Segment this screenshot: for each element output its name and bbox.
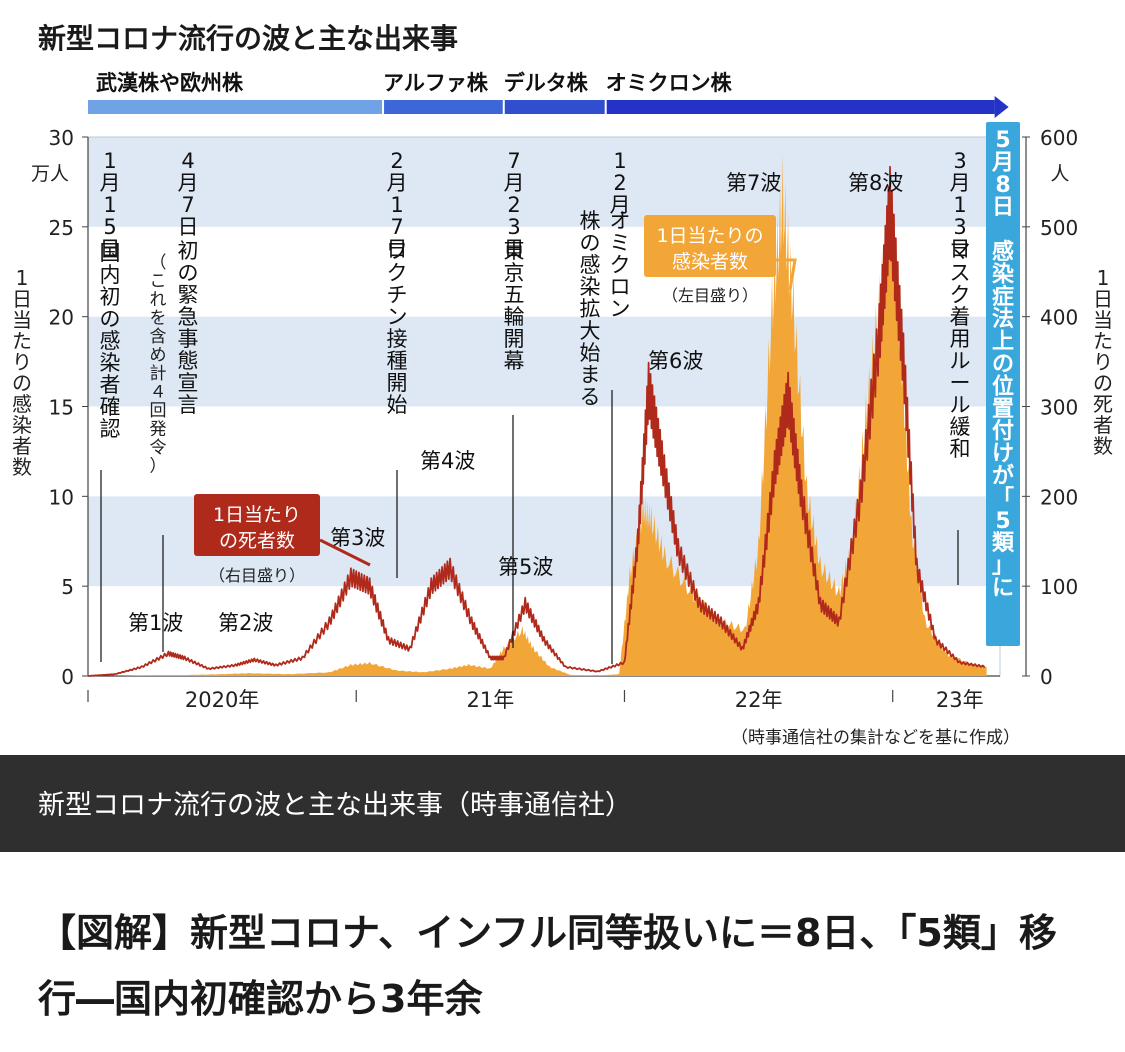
x-tick-label: 2020年 <box>185 688 259 712</box>
image-caption: 新型コロナ流行の波と主な出来事（時事通信社） <box>38 790 632 821</box>
variant-label-0: 武漢株や欧州株 <box>96 71 244 95</box>
article-headline[interactable]: 【図解】新型コロナ、インフル同等扱いに＝8日、「5類」移行―国内初確認から3年余 <box>38 911 1057 1021</box>
variant-bar-arrowhead <box>994 96 1009 118</box>
y-left-unit: 万人 <box>31 163 69 185</box>
caption-bar: 新型コロナ流行の波と主な出来事（時事通信社） <box>0 755 1125 852</box>
event-text-5b: 株の感染拡大始まる <box>580 209 601 409</box>
variant-bar-segment-3 <box>605 100 995 114</box>
source-note: （時事通信社の集計などを基に作成） <box>731 728 1020 748</box>
x-tick-label: 21年 <box>466 688 514 712</box>
variant-bar-segment-1 <box>383 100 504 114</box>
event-box-7 <box>986 122 1020 646</box>
y-left-tick-label: 15 <box>49 396 74 420</box>
event-text-2: 初の緊急事態宣言 <box>178 239 199 417</box>
variant-label-2: デルタ株 <box>504 71 589 95</box>
legend-infections-pointer <box>776 258 797 291</box>
x-tick-label: 23年 <box>936 688 984 712</box>
event-text-3: ワクチン接種開始 <box>387 239 408 417</box>
event-text-4: 東京五輪開幕 <box>504 239 525 373</box>
y-left-axis-label: 1 日当たりの感染者数 <box>12 266 32 479</box>
deaths-line <box>87 165 986 677</box>
event-subtext-2: （これを含め計４回発令） <box>150 253 167 477</box>
wave-label-3: 第3波 <box>330 526 385 550</box>
variant-bar-segment-2 <box>503 100 606 114</box>
y-left-tick-label: 10 <box>49 485 74 509</box>
y-right-tick-label: 500 <box>1040 216 1078 240</box>
wave-label-1: 第1波 <box>128 611 183 635</box>
y-right-tick-label: 400 <box>1040 306 1078 330</box>
event-text-5a: オミクロン <box>610 209 631 321</box>
y-right-unit: 人 <box>1050 163 1069 185</box>
y-right-tick-label: 300 <box>1040 396 1078 420</box>
y-left-tick-label: 30 <box>49 126 74 150</box>
chart-title: 新型コロナ流行の波と主な出来事 <box>38 22 458 55</box>
legend-deaths-note: （右目盛り） <box>209 566 305 585</box>
legend-infections-label-1: 1日当たりの <box>656 225 763 247</box>
legend-deaths-label-2: の死者数 <box>219 530 295 552</box>
band-5 <box>88 137 1000 227</box>
wave-label-2: 第2波 <box>218 611 273 635</box>
infections-area <box>88 152 987 677</box>
band-3 <box>88 316 1000 407</box>
variant-label-3: オミクロン株 <box>606 71 733 95</box>
y-left-tick-label: 20 <box>49 306 74 330</box>
wave-label-4: 第4波 <box>420 449 475 473</box>
legend-deaths-pointer <box>319 538 371 567</box>
chart-figure: 新型コロナ流行の波と主な出来事武漢株や欧州株 アルファ株 デルタ株 オミクロン株 0 5 1… <box>12 22 1113 748</box>
legend-deaths-label-1: 1日当たり <box>213 504 301 526</box>
legend-infections-box <box>644 215 776 277</box>
variant-bar-segment-0 <box>88 100 384 114</box>
variant-label-1: アルファ株 <box>383 71 489 95</box>
legend-infections-label-2: 感染者数 <box>672 251 748 273</box>
y-right-tick-label: 600 <box>1040 126 1078 150</box>
y-right-tick-label: 100 <box>1040 575 1078 599</box>
legend-deaths-box <box>194 494 320 556</box>
y-right-tick-label: 200 <box>1040 485 1078 509</box>
event-text-1: 国内初の感染者確認 <box>100 241 121 441</box>
legend-infections-note: （左目盛り） <box>662 286 758 305</box>
wave-label-5: 第5波 <box>498 555 553 579</box>
wave-label-8: 第8波 <box>848 171 903 195</box>
y-right-axis-label: 1 日当たりの死者数 <box>1093 266 1113 458</box>
x-tick-label: 22年 <box>735 688 783 712</box>
event-text-6: マスク着用ルール緩和 <box>950 239 971 461</box>
y-left-tick-label: 0 <box>61 665 74 689</box>
y-right-tick-label: 0 <box>1040 665 1053 689</box>
y-left-tick-label: 5 <box>61 575 74 599</box>
wave-label-7: 第7波 <box>726 171 781 195</box>
y-left-tick-label: 25 <box>49 216 74 240</box>
wave-label-6: 第6波 <box>648 349 703 373</box>
